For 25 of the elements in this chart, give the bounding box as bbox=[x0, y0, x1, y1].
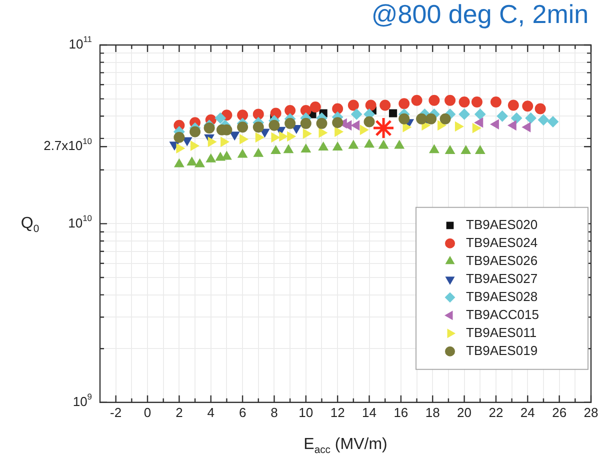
legend-label: TB9AES020 bbox=[466, 216, 538, 232]
legend-label: TB9AES027 bbox=[466, 270, 538, 286]
x-tick-label: 2 bbox=[176, 404, 183, 420]
x-tick-label: 14 bbox=[362, 404, 376, 420]
x-tick-label: 22 bbox=[488, 404, 504, 420]
chart-title: @800 deg C, 2min bbox=[371, 0, 589, 30]
legend-label: TB9AES019 bbox=[466, 342, 538, 358]
legend-label: TB9AES028 bbox=[466, 288, 538, 304]
x-tick-label: 28 bbox=[584, 404, 598, 420]
x-tick-label: 6 bbox=[238, 404, 246, 420]
legend-label: TB9ACC015 bbox=[466, 306, 539, 322]
x-tick-label: 4 bbox=[207, 404, 214, 420]
x-tick-label: 26 bbox=[552, 404, 567, 420]
x-tick-label: 8 bbox=[270, 404, 278, 420]
x-tick-label: -2 bbox=[110, 404, 122, 420]
x-tick-label: 12 bbox=[330, 404, 345, 420]
x-tick-label: 0 bbox=[144, 404, 152, 420]
x-tick-label: 10 bbox=[298, 404, 314, 420]
x-tick-label: 20 bbox=[457, 404, 472, 420]
x-tick-label: 24 bbox=[520, 404, 535, 420]
legend-label: TB9AES024 bbox=[466, 234, 538, 250]
legend-label: TB9AES026 bbox=[466, 252, 538, 268]
x-tick-label: 16 bbox=[394, 404, 408, 420]
legend-label: TB9AES011 bbox=[466, 324, 537, 340]
x-tick-label: 18 bbox=[425, 404, 440, 420]
